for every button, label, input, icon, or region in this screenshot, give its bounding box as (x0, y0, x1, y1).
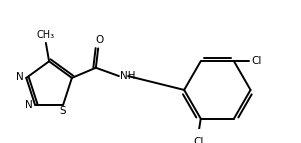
Text: Cl: Cl (193, 137, 203, 143)
Text: CH₃: CH₃ (37, 30, 55, 40)
Text: NH: NH (120, 71, 136, 81)
Text: S: S (60, 106, 67, 116)
Text: Cl: Cl (251, 56, 261, 66)
Text: O: O (95, 35, 104, 45)
Text: N: N (17, 73, 24, 82)
Text: N: N (25, 100, 33, 110)
